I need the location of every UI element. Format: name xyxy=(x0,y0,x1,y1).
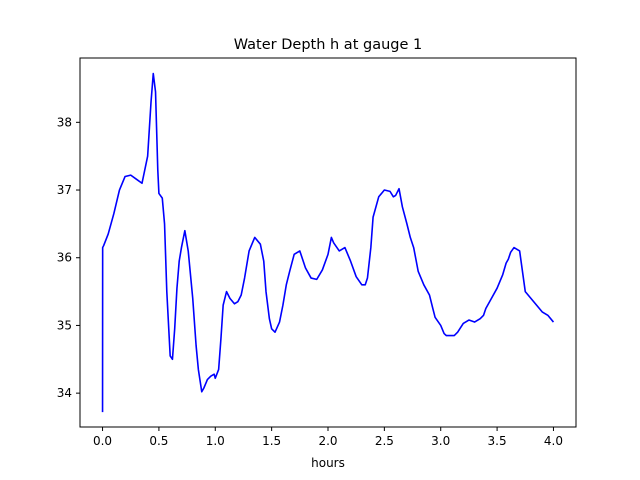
x-tick-label: 1.5 xyxy=(262,434,281,448)
plot-area-frame xyxy=(79,57,577,428)
x-axis-label: hours xyxy=(311,456,345,470)
x-tick-label: 3.5 xyxy=(488,434,507,448)
y-axis: 34 35 36 37 38 xyxy=(57,115,80,400)
chart-title: Water Depth h at gauge 1 xyxy=(234,37,422,53)
x-axis: 0.0 0.5 1.0 1.5 2.0 2.5 3.0 3.5 4.0 xyxy=(93,427,563,448)
series-line xyxy=(101,72,555,413)
x-tick-label: 0.0 xyxy=(93,434,112,448)
y-tick-label: 34 xyxy=(57,386,72,400)
x-tick-label: 0.5 xyxy=(149,434,168,448)
x-tick-label: 3.0 xyxy=(431,434,450,448)
x-tick-label: 2.5 xyxy=(375,434,394,448)
series-layer xyxy=(101,72,555,413)
x-tick-label: 4.0 xyxy=(544,434,563,448)
y-tick-label: 38 xyxy=(57,115,72,129)
x-tick-label: 2.0 xyxy=(318,434,337,448)
y-tick-label: 35 xyxy=(57,318,72,332)
x-tick-label: 1.0 xyxy=(206,434,225,448)
y-tick-label: 36 xyxy=(57,251,72,265)
y-tick-label: 37 xyxy=(57,183,72,197)
